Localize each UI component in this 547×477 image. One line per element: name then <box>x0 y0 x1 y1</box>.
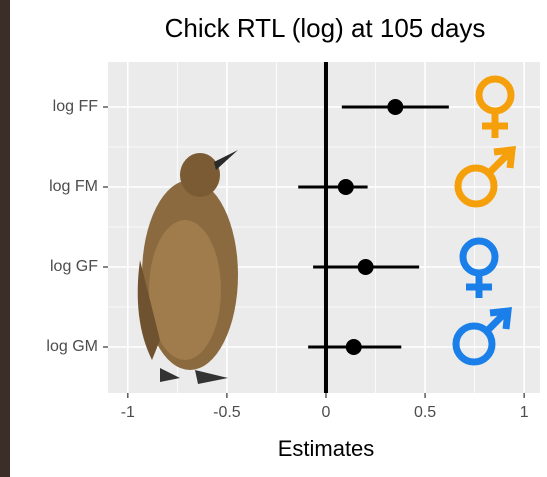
x-tick-label: -0.5 <box>213 404 241 421</box>
photo-edge <box>0 0 10 477</box>
male-symbol <box>452 307 512 366</box>
point <box>337 179 354 195</box>
x-tick-label: 0.5 <box>414 404 436 421</box>
x-tick-label: 1 <box>520 404 529 421</box>
y-tick-label: log GF <box>50 258 98 275</box>
y-tick-label: log FM <box>49 178 98 195</box>
x-tick-label: -1 <box>121 404 135 421</box>
point <box>345 339 362 355</box>
female-symbol <box>475 75 515 138</box>
point <box>357 259 374 275</box>
female-symbol <box>459 237 499 298</box>
x-axis-title: Estimates <box>278 436 375 461</box>
male-symbol <box>454 146 516 208</box>
y-tick-label: log GM <box>46 338 98 355</box>
penguin <box>137 150 238 384</box>
x-tick-label: 0 <box>322 404 331 421</box>
y-tick-label: log FF <box>53 98 99 115</box>
point <box>387 99 404 115</box>
chart-title: Chick RTL (log) at 105 days <box>165 13 486 43</box>
marks <box>298 62 449 393</box>
